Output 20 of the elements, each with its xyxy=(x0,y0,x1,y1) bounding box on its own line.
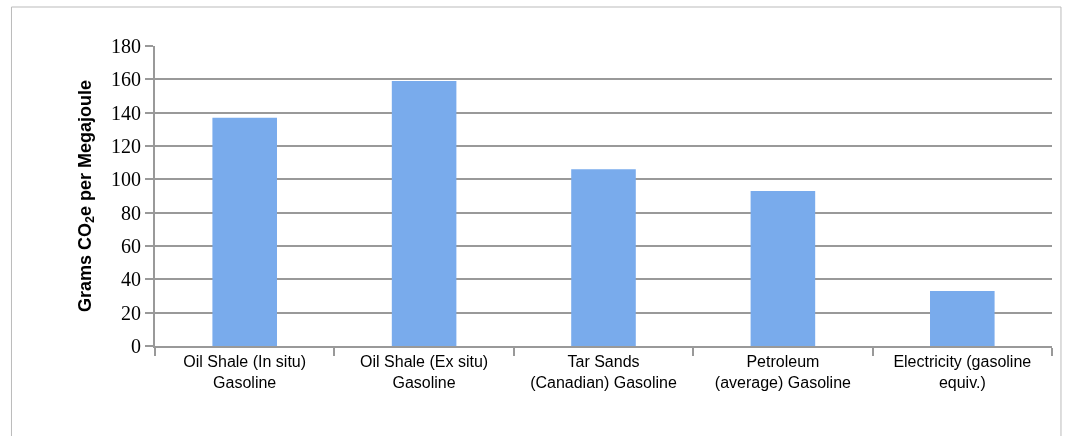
y-tick-label: 20 xyxy=(121,301,141,324)
y-tick-label: 80 xyxy=(121,201,141,224)
bar xyxy=(212,117,277,346)
x-tick-label: Oil Shale (In situ) Gasoline xyxy=(183,353,307,391)
x-tick-label: Oil Shale (Ex situ) Gasoline xyxy=(360,353,489,391)
bar xyxy=(750,191,816,346)
bar xyxy=(571,169,636,346)
y-tick-label: 140 xyxy=(111,101,141,124)
y-tick-label: 60 xyxy=(121,235,141,257)
bar xyxy=(930,291,995,346)
y-tick-label: 0 xyxy=(131,335,141,357)
y-tick-label: 40 xyxy=(121,268,141,291)
bar xyxy=(391,81,457,346)
y-tick-label: 180 xyxy=(111,35,141,57)
x-tick-label: Tar Sands (Canadian) Gasoline xyxy=(530,353,677,391)
y-tick-label: 100 xyxy=(111,168,141,191)
y-tick-label: 120 xyxy=(111,135,141,157)
y-tick-label: 160 xyxy=(111,68,141,91)
x-tick-label: Electricity (gasoline equiv.) xyxy=(893,353,1032,391)
x-tick-label: Petroleum (average) Gasoline xyxy=(714,353,852,391)
